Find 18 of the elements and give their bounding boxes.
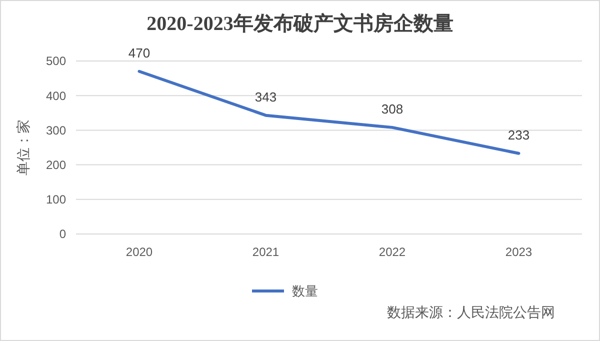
y-tick-label: 0 (59, 227, 66, 242)
chart-title: 2020-2023年发布破产文书房企数量 (146, 12, 454, 35)
x-tick-label: 2022 (378, 245, 406, 259)
x-tick-label: 2020 (126, 245, 153, 259)
y-axis-title: 单位：家 (16, 120, 32, 176)
y-tick-label: 500 (46, 54, 66, 68)
data-label: 470 (128, 45, 150, 60)
data-label: 308 (381, 101, 404, 116)
x-tick-label: 2023 (505, 245, 532, 259)
x-tick-label: 2021 (252, 245, 280, 259)
data-label: 343 (254, 89, 277, 104)
y-tick-label: 200 (46, 158, 66, 172)
y-tick-label: 300 (46, 123, 66, 138)
y-tick-label: 400 (46, 88, 66, 103)
y-tick-label: 100 (46, 192, 66, 207)
data-label: 233 (508, 127, 530, 142)
source-note: 数据来源：人民法院公告网 (387, 305, 555, 321)
legend-label: 数量 (292, 284, 318, 299)
